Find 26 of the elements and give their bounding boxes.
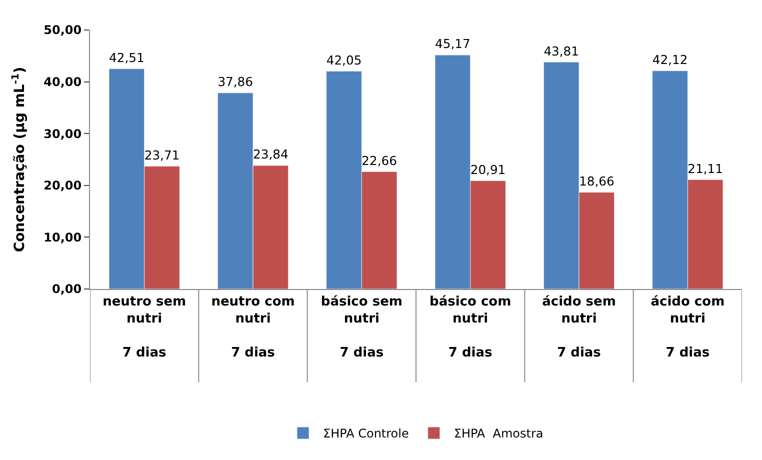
data-label: 20,91 [470,162,506,177]
legend-label: ΣHPA Amostra [454,426,544,441]
data-label: 42,05 [326,53,362,68]
legend-label: ΣHPA Controle [323,426,409,441]
category-label: neutro com nutri 7 dias [211,294,295,360]
category-label: básico sem nutri 7 dias [320,294,402,360]
data-label: 21,11 [688,162,723,176]
data-label: 42,51 [109,51,144,66]
y-tick-label: 40,00 [44,75,82,89]
data-label: 18,66 [579,174,614,189]
y-tick-label: 10,00 [44,230,82,244]
data-label: 45,17 [435,37,470,52]
y-tick-label: 20,00 [44,178,82,193]
y-tick-label: 0,00 [52,282,82,296]
data-label: 23,84 [253,148,288,162]
y-tick-label: 30,00 [44,126,82,141]
data-label: 42,12 [652,53,688,68]
data-label: 37,86 [218,75,254,90]
data-label: 23,71 [144,148,180,162]
y-tick-label: 50,00 [44,23,82,38]
data-label: 43,81 [544,44,579,58]
data-label: 22,66 [362,154,398,168]
category-label: ácido sem nutri 7 dias [542,294,616,360]
category-label: neutro sem nutri 7 dias [102,294,186,360]
category-label: ácido com nutri 7 dias [650,294,725,360]
category-label: básico com nutri 7 dias [430,294,512,360]
